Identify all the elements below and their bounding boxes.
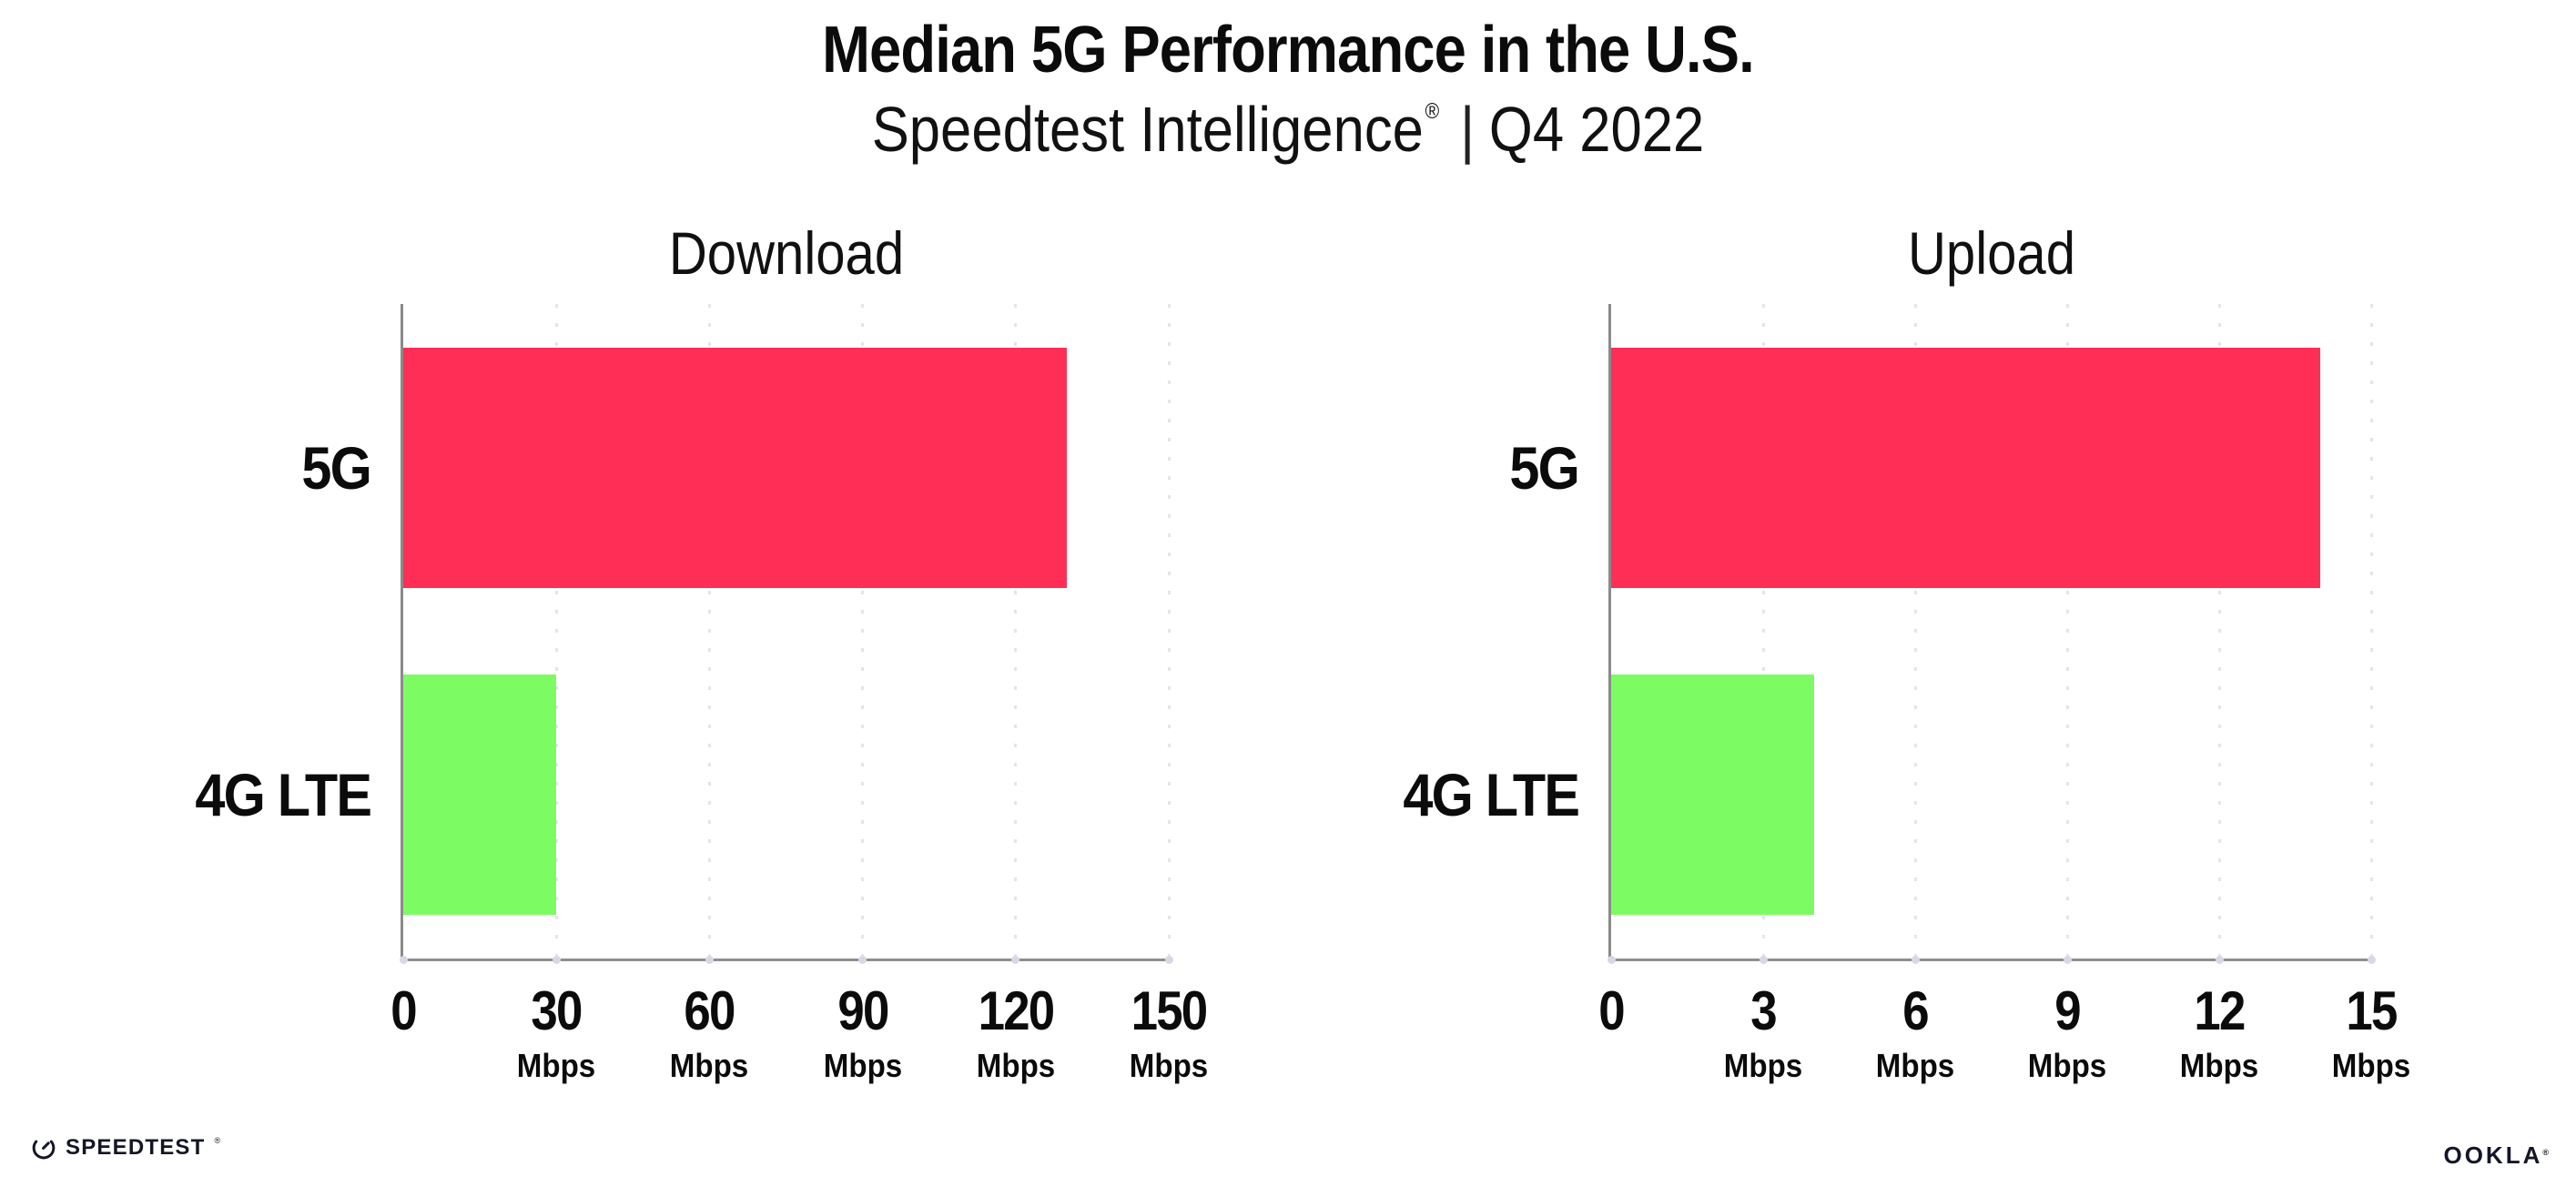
x-axis bbox=[1608, 959, 2374, 961]
gridline bbox=[861, 304, 865, 959]
axis-tick bbox=[2215, 956, 2224, 964]
ookla-wordmark: OOKLA bbox=[2443, 1141, 2543, 1169]
x-tick-label: 3 bbox=[1750, 980, 1777, 1041]
bar-4g-lte bbox=[403, 675, 557, 916]
gridline bbox=[2217, 304, 2221, 959]
axis-tick bbox=[1164, 956, 1173, 964]
axis-tick bbox=[705, 956, 714, 964]
x-tick-label: 150 bbox=[1131, 980, 1209, 1041]
axis-tick bbox=[1759, 956, 1768, 964]
gridline bbox=[2369, 304, 2373, 959]
speedtest-gauge-icon bbox=[32, 1140, 56, 1160]
bar-5g bbox=[403, 347, 1067, 588]
speedtest-registered-mark-icon: ® bbox=[214, 1136, 221, 1145]
gridline bbox=[2065, 304, 2069, 959]
axis-tick bbox=[552, 956, 561, 964]
axis-tick bbox=[2063, 956, 2072, 964]
gridline bbox=[1167, 304, 1171, 959]
speedtest-wordmark: SPEEDTEST bbox=[66, 1135, 206, 1160]
subtitle-period: Q4 2022 bbox=[1488, 94, 1705, 165]
bar-4g-lte bbox=[1611, 675, 1814, 916]
x-axis bbox=[401, 959, 1171, 961]
x-tick-unit: Mbps bbox=[976, 1047, 1056, 1084]
axis-tick bbox=[1911, 956, 1920, 964]
page-title: Median 5G Performance in the U.S. bbox=[822, 14, 1755, 86]
x-tick-label: 0 bbox=[390, 980, 417, 1041]
x-tick-unit: Mbps bbox=[2027, 1047, 2107, 1084]
x-tick-unit: Mbps bbox=[2179, 1047, 2259, 1084]
category-label: 4G LTE bbox=[1403, 761, 1580, 829]
axis-tick bbox=[2367, 956, 2376, 964]
subtitle-brand: Speedtest Intelligence bbox=[871, 94, 1424, 165]
axis-tick bbox=[1011, 956, 1020, 964]
x-tick-unit: Mbps bbox=[1875, 1047, 1955, 1084]
page-subtitle: Speedtest Intelligence® | Q4 2022 bbox=[155, 93, 2421, 166]
gridline bbox=[707, 304, 711, 959]
ookla-logo: OOKLA® bbox=[2443, 1141, 2549, 1170]
x-tick-label: 120 bbox=[978, 980, 1055, 1041]
subtitle-separator: | bbox=[1460, 94, 1476, 165]
x-tick-unit: Mbps bbox=[823, 1047, 902, 1084]
x-tick-label: 12 bbox=[2194, 980, 2246, 1041]
x-tick-unit: Mbps bbox=[1129, 1047, 1209, 1084]
axis-tick bbox=[858, 956, 867, 964]
ookla-registered-mark-icon: ® bbox=[2542, 1148, 2549, 1157]
chart-title: Upload bbox=[1907, 219, 2075, 287]
axis-tick bbox=[399, 956, 408, 964]
gridline bbox=[1761, 304, 1765, 959]
x-tick-label: 60 bbox=[684, 980, 736, 1041]
y-axis bbox=[401, 304, 403, 959]
y-axis bbox=[1608, 304, 1611, 959]
chart-title: Download bbox=[668, 219, 904, 287]
gridline bbox=[554, 304, 558, 959]
x-tick-label: 9 bbox=[2054, 980, 2081, 1041]
speedtest-logo: SPEEDTEST ® bbox=[30, 1134, 220, 1161]
x-tick-label: 0 bbox=[1598, 980, 1625, 1041]
x-tick-label: 6 bbox=[1902, 980, 1929, 1041]
gridline bbox=[1014, 304, 1018, 959]
bar-5g bbox=[1611, 347, 2321, 588]
category-label: 5G bbox=[1509, 433, 1579, 502]
x-tick-label: 90 bbox=[837, 980, 889, 1041]
x-tick-label: 30 bbox=[531, 980, 583, 1041]
registered-trademark-icon: ® bbox=[1425, 99, 1440, 124]
gridline bbox=[1913, 304, 1917, 959]
x-tick-unit: Mbps bbox=[516, 1047, 596, 1084]
axis-tick bbox=[1607, 956, 1616, 964]
x-tick-label: 15 bbox=[2346, 980, 2398, 1041]
category-label: 4G LTE bbox=[195, 761, 372, 829]
category-label: 5G bbox=[301, 433, 371, 502]
x-tick-unit: Mbps bbox=[2331, 1047, 2411, 1084]
x-tick-unit: Mbps bbox=[670, 1047, 749, 1084]
x-tick-unit: Mbps bbox=[1723, 1047, 1803, 1084]
